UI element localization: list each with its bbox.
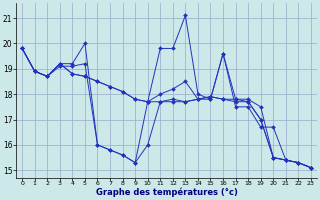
X-axis label: Graphe des températures (°c): Graphe des températures (°c)	[96, 188, 237, 197]
